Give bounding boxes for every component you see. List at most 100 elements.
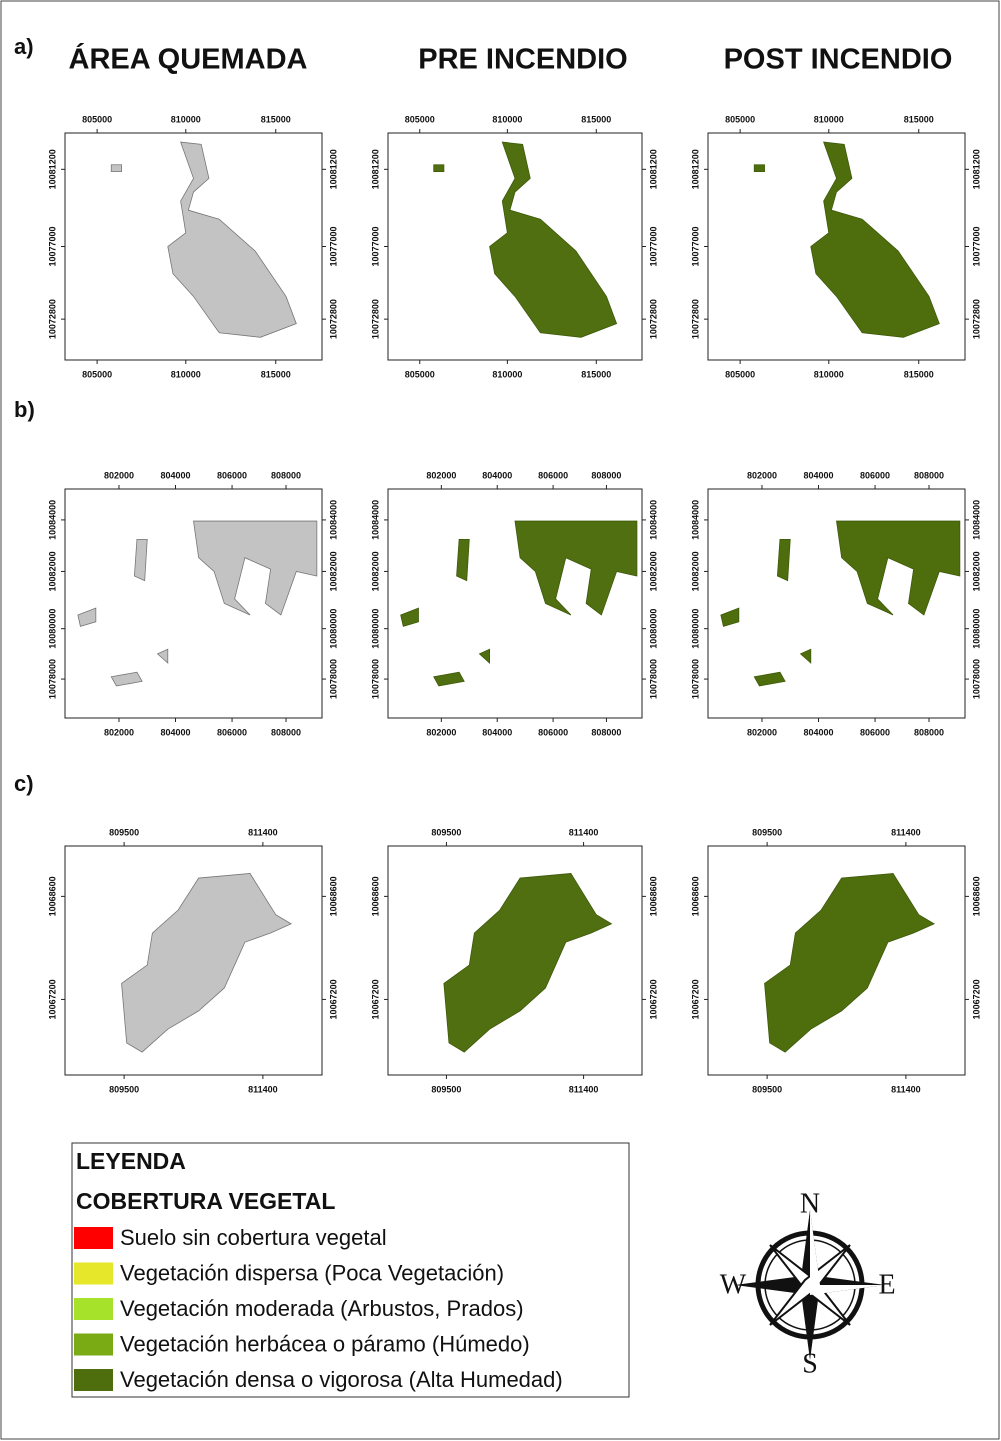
page: LEYENDA COBERTURA VEGETAL N S W E ÁREA Q… (0, 0, 1001, 1441)
y-tick-label: 10078000 (690, 659, 700, 699)
map-panel: 8050008050008100008100008150008150001008… (370, 114, 658, 379)
y-tick-label: 10081200 (971, 149, 981, 189)
x-tick-label: 806000 (860, 727, 890, 737)
x-tick-label: 810000 (171, 369, 201, 379)
x-tick-label: 802000 (104, 470, 134, 480)
x-tick-label: 815000 (904, 114, 934, 124)
x-tick-label: 809500 (109, 827, 139, 837)
x-tick-label: 804000 (803, 470, 833, 480)
y-tick-label: 10082000 (370, 551, 380, 591)
x-tick-label: 804000 (160, 727, 190, 737)
vegetation-area (434, 165, 444, 172)
y-tick-label: 10080000 (328, 609, 338, 649)
row-label: b) (14, 397, 35, 422)
y-tick-label: 10078000 (328, 659, 338, 699)
column-title: POST INCENDIO (724, 44, 953, 76)
y-tick-label: 10082000 (648, 551, 658, 591)
y-tick-label: 10068600 (690, 876, 700, 916)
map-panel: 8020008020008040008040008060008060008080… (47, 470, 338, 737)
y-tick-label: 10072800 (690, 299, 700, 339)
legend-swatch (74, 1263, 113, 1285)
y-tick-label: 10084000 (648, 500, 658, 540)
x-tick-label: 806000 (217, 727, 247, 737)
x-tick-label: 802000 (426, 470, 456, 480)
compass-e: E (878, 1269, 895, 1300)
y-tick-label: 10068600 (648, 876, 658, 916)
x-tick-label: 806000 (538, 470, 568, 480)
x-tick-label: 811400 (569, 1084, 599, 1094)
y-tick-label: 10078000 (648, 659, 658, 699)
x-tick-label: 810000 (492, 114, 522, 124)
x-tick-label: 804000 (482, 470, 512, 480)
x-tick-label: 815000 (581, 369, 611, 379)
x-tick-label: 806000 (538, 727, 568, 737)
compass: N S W E (720, 1188, 896, 1379)
x-tick-label: 809500 (752, 1084, 782, 1094)
x-tick-label: 811400 (569, 827, 599, 837)
y-tick-label: 10082000 (47, 551, 57, 591)
legend-swatch (74, 1298, 113, 1320)
x-tick-label: 808000 (914, 470, 944, 480)
legend-swatch (74, 1334, 113, 1356)
x-tick-label: 802000 (747, 727, 777, 737)
legend-label: Vegetación densa o vigorosa (Alta Humeda… (120, 1367, 563, 1392)
legend-swatch (74, 1227, 113, 1249)
figure: LEYENDA COBERTURA VEGETAL N S W E ÁREA Q… (0, 0, 1001, 1441)
x-tick-label: 805000 (405, 369, 435, 379)
y-tick-label: 10077000 (47, 226, 57, 266)
y-tick-label: 10077000 (370, 226, 380, 266)
y-tick-label: 10078000 (47, 659, 57, 699)
y-tick-label: 10067200 (328, 979, 338, 1019)
x-tick-label: 805000 (82, 114, 112, 124)
map-panel: 8050008050008100008100008150008150001008… (690, 114, 981, 379)
y-tick-label: 10068600 (328, 876, 338, 916)
legend-label: Vegetación moderada (Arbustos, Prados) (120, 1296, 524, 1321)
y-tick-label: 10067200 (47, 979, 57, 1019)
y-tick-label: 10072800 (370, 299, 380, 339)
x-tick-label: 804000 (803, 727, 833, 737)
compass-s: S (802, 1348, 818, 1379)
burned-area (134, 539, 147, 580)
x-tick-label: 808000 (591, 727, 621, 737)
y-tick-label: 10082000 (690, 551, 700, 591)
map-panel: 802000 802000 804000 804000 806000 806000 8080… (370, 470, 658, 737)
vegetation-area (457, 539, 470, 580)
y-tick-label: 10080000 (690, 609, 700, 649)
x-tick-label: 806000 (217, 470, 247, 480)
map-panel: 8095008095008114008114001006860010068600… (47, 827, 338, 1094)
compass-n: N (800, 1188, 820, 1219)
y-tick-label: 10081200 (370, 149, 380, 189)
x-tick-label: 802000 (426, 727, 456, 737)
x-tick-label: 808000 (271, 727, 301, 737)
y-tick-label: 10067200 (690, 979, 700, 1019)
x-tick-label: 808000 (591, 470, 621, 480)
x-tick-label: 815000 (581, 114, 611, 124)
y-tick-label: 10081200 (47, 149, 57, 189)
y-tick-label: 10084000 (370, 500, 380, 540)
map-panel: 8020008020008040008040008060008060008080… (690, 470, 981, 737)
y-tick-label: 10068600 (47, 876, 57, 916)
y-tick-label: 10084000 (971, 500, 981, 540)
row-label: c) (14, 771, 34, 796)
x-tick-label: 809500 (431, 827, 461, 837)
x-tick-label: 815000 (904, 369, 934, 379)
y-tick-label: 10078000 (971, 659, 981, 699)
x-tick-label: 804000 (160, 470, 190, 480)
y-tick-label: 10080000 (47, 609, 57, 649)
x-tick-label: 811400 (891, 827, 921, 837)
legend-swatch (74, 1369, 113, 1391)
y-tick-label: 10067200 (971, 979, 981, 1019)
x-tick-label: 815000 (261, 369, 291, 379)
x-tick-label: 810000 (492, 369, 522, 379)
y-tick-label: 10072800 (648, 299, 658, 339)
x-tick-label: 808000 (271, 470, 301, 480)
legend-label: Vegetación herbácea o páramo (Húmedo) (120, 1331, 530, 1356)
y-tick-label: 10081200 (328, 149, 338, 189)
column-title: PRE INCENDIO (418, 44, 627, 76)
compass-w: W (720, 1269, 747, 1300)
y-tick-label: 10067200 (648, 979, 658, 1019)
y-tick-label: 10080000 (370, 609, 380, 649)
x-tick-label: 804000 (482, 727, 512, 737)
x-tick-label: 811400 (248, 827, 278, 837)
